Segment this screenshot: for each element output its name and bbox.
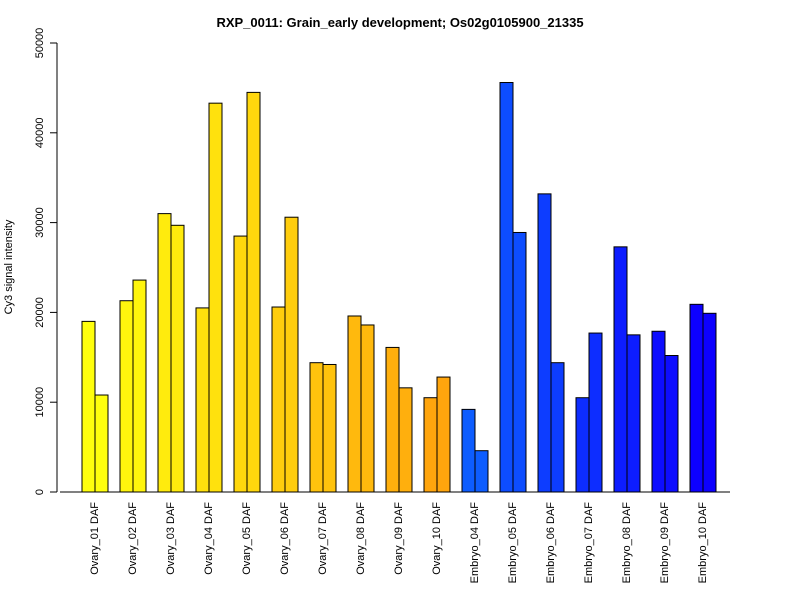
y-tick-label: 40000	[34, 118, 46, 149]
x-tick-label: Embryo_04 DAF	[469, 502, 481, 584]
bar-b	[360, 324, 375, 493]
bar-a	[119, 300, 134, 493]
bar-b	[322, 363, 337, 493]
x-tick-label: Ovary_09 DAF	[393, 502, 405, 575]
bar-b	[436, 376, 451, 493]
bar-b	[246, 91, 261, 493]
x-tick-label: Embryo_08 DAF	[621, 502, 633, 584]
x-tick-label: Ovary_05 DAF	[241, 502, 253, 575]
bar-a	[271, 306, 286, 493]
y-tick-label: 20000	[34, 297, 46, 328]
bar-b	[170, 224, 185, 493]
bar-a	[195, 307, 210, 493]
bar-a	[651, 330, 666, 493]
bar-a	[689, 303, 704, 493]
x-tick-label: Embryo_07 DAF	[583, 502, 595, 584]
x-tick-label: Embryo_10 DAF	[697, 502, 709, 584]
x-tick-label: Embryo_09 DAF	[659, 502, 671, 584]
bar-a	[309, 362, 324, 493]
x-tick-label: Ovary_06 DAF	[279, 502, 291, 575]
y-tick-label: 30000	[34, 207, 46, 238]
bar-b	[94, 394, 109, 493]
bars-group	[81, 82, 717, 493]
x-tick-labels: Ovary_01 DAF Ovary_02 DAF Ovary_03 DAF Ovar…	[89, 502, 709, 584]
bar-a	[613, 246, 628, 493]
bar-b	[208, 102, 223, 493]
bar-b	[702, 312, 717, 493]
bar-a	[81, 320, 96, 493]
bar-a	[575, 397, 590, 493]
bar-a	[537, 193, 552, 493]
bar-b	[588, 332, 603, 493]
bar-a	[233, 235, 248, 493]
x-tick-label: Ovary_01 DAF	[89, 502, 101, 575]
bar-a	[385, 346, 400, 493]
bar-b	[512, 231, 527, 493]
x-tick-label: Embryo_06 DAF	[545, 502, 557, 584]
bar-a	[157, 213, 172, 493]
bar-b	[626, 334, 641, 493]
x-tick-label: Ovary_03 DAF	[165, 502, 177, 575]
chart-title: RXP_0011: Grain_early development; Os02g…	[216, 15, 583, 30]
x-tick-label: Ovary_04 DAF	[203, 502, 215, 575]
y-axis-label: Cy3 signal intensity	[3, 219, 15, 314]
x-tick-label: Embryo_05 DAF	[507, 502, 519, 584]
y-tick-label: 0	[34, 489, 46, 495]
bar-b	[398, 387, 413, 493]
bar-b	[284, 216, 299, 493]
x-tick-label: Ovary_02 DAF	[127, 502, 139, 575]
x-tick-label: Ovary_10 DAF	[431, 502, 443, 575]
x-tick-label: Ovary_08 DAF	[355, 502, 367, 575]
bar-b	[132, 279, 147, 493]
bar-a	[461, 408, 476, 493]
bar-b	[664, 355, 679, 493]
x-tick-label: Ovary_07 DAF	[317, 502, 329, 575]
bar-a	[499, 82, 514, 493]
bar-b	[474, 450, 489, 493]
bar-a	[423, 397, 438, 493]
y-tick-label: 50000	[34, 28, 46, 59]
bar-a	[347, 315, 362, 493]
y-tick-label: 10000	[34, 387, 46, 418]
y-axis: 0 10000 20000 30000 40000 50000	[34, 28, 58, 495]
bar-b	[550, 362, 565, 493]
